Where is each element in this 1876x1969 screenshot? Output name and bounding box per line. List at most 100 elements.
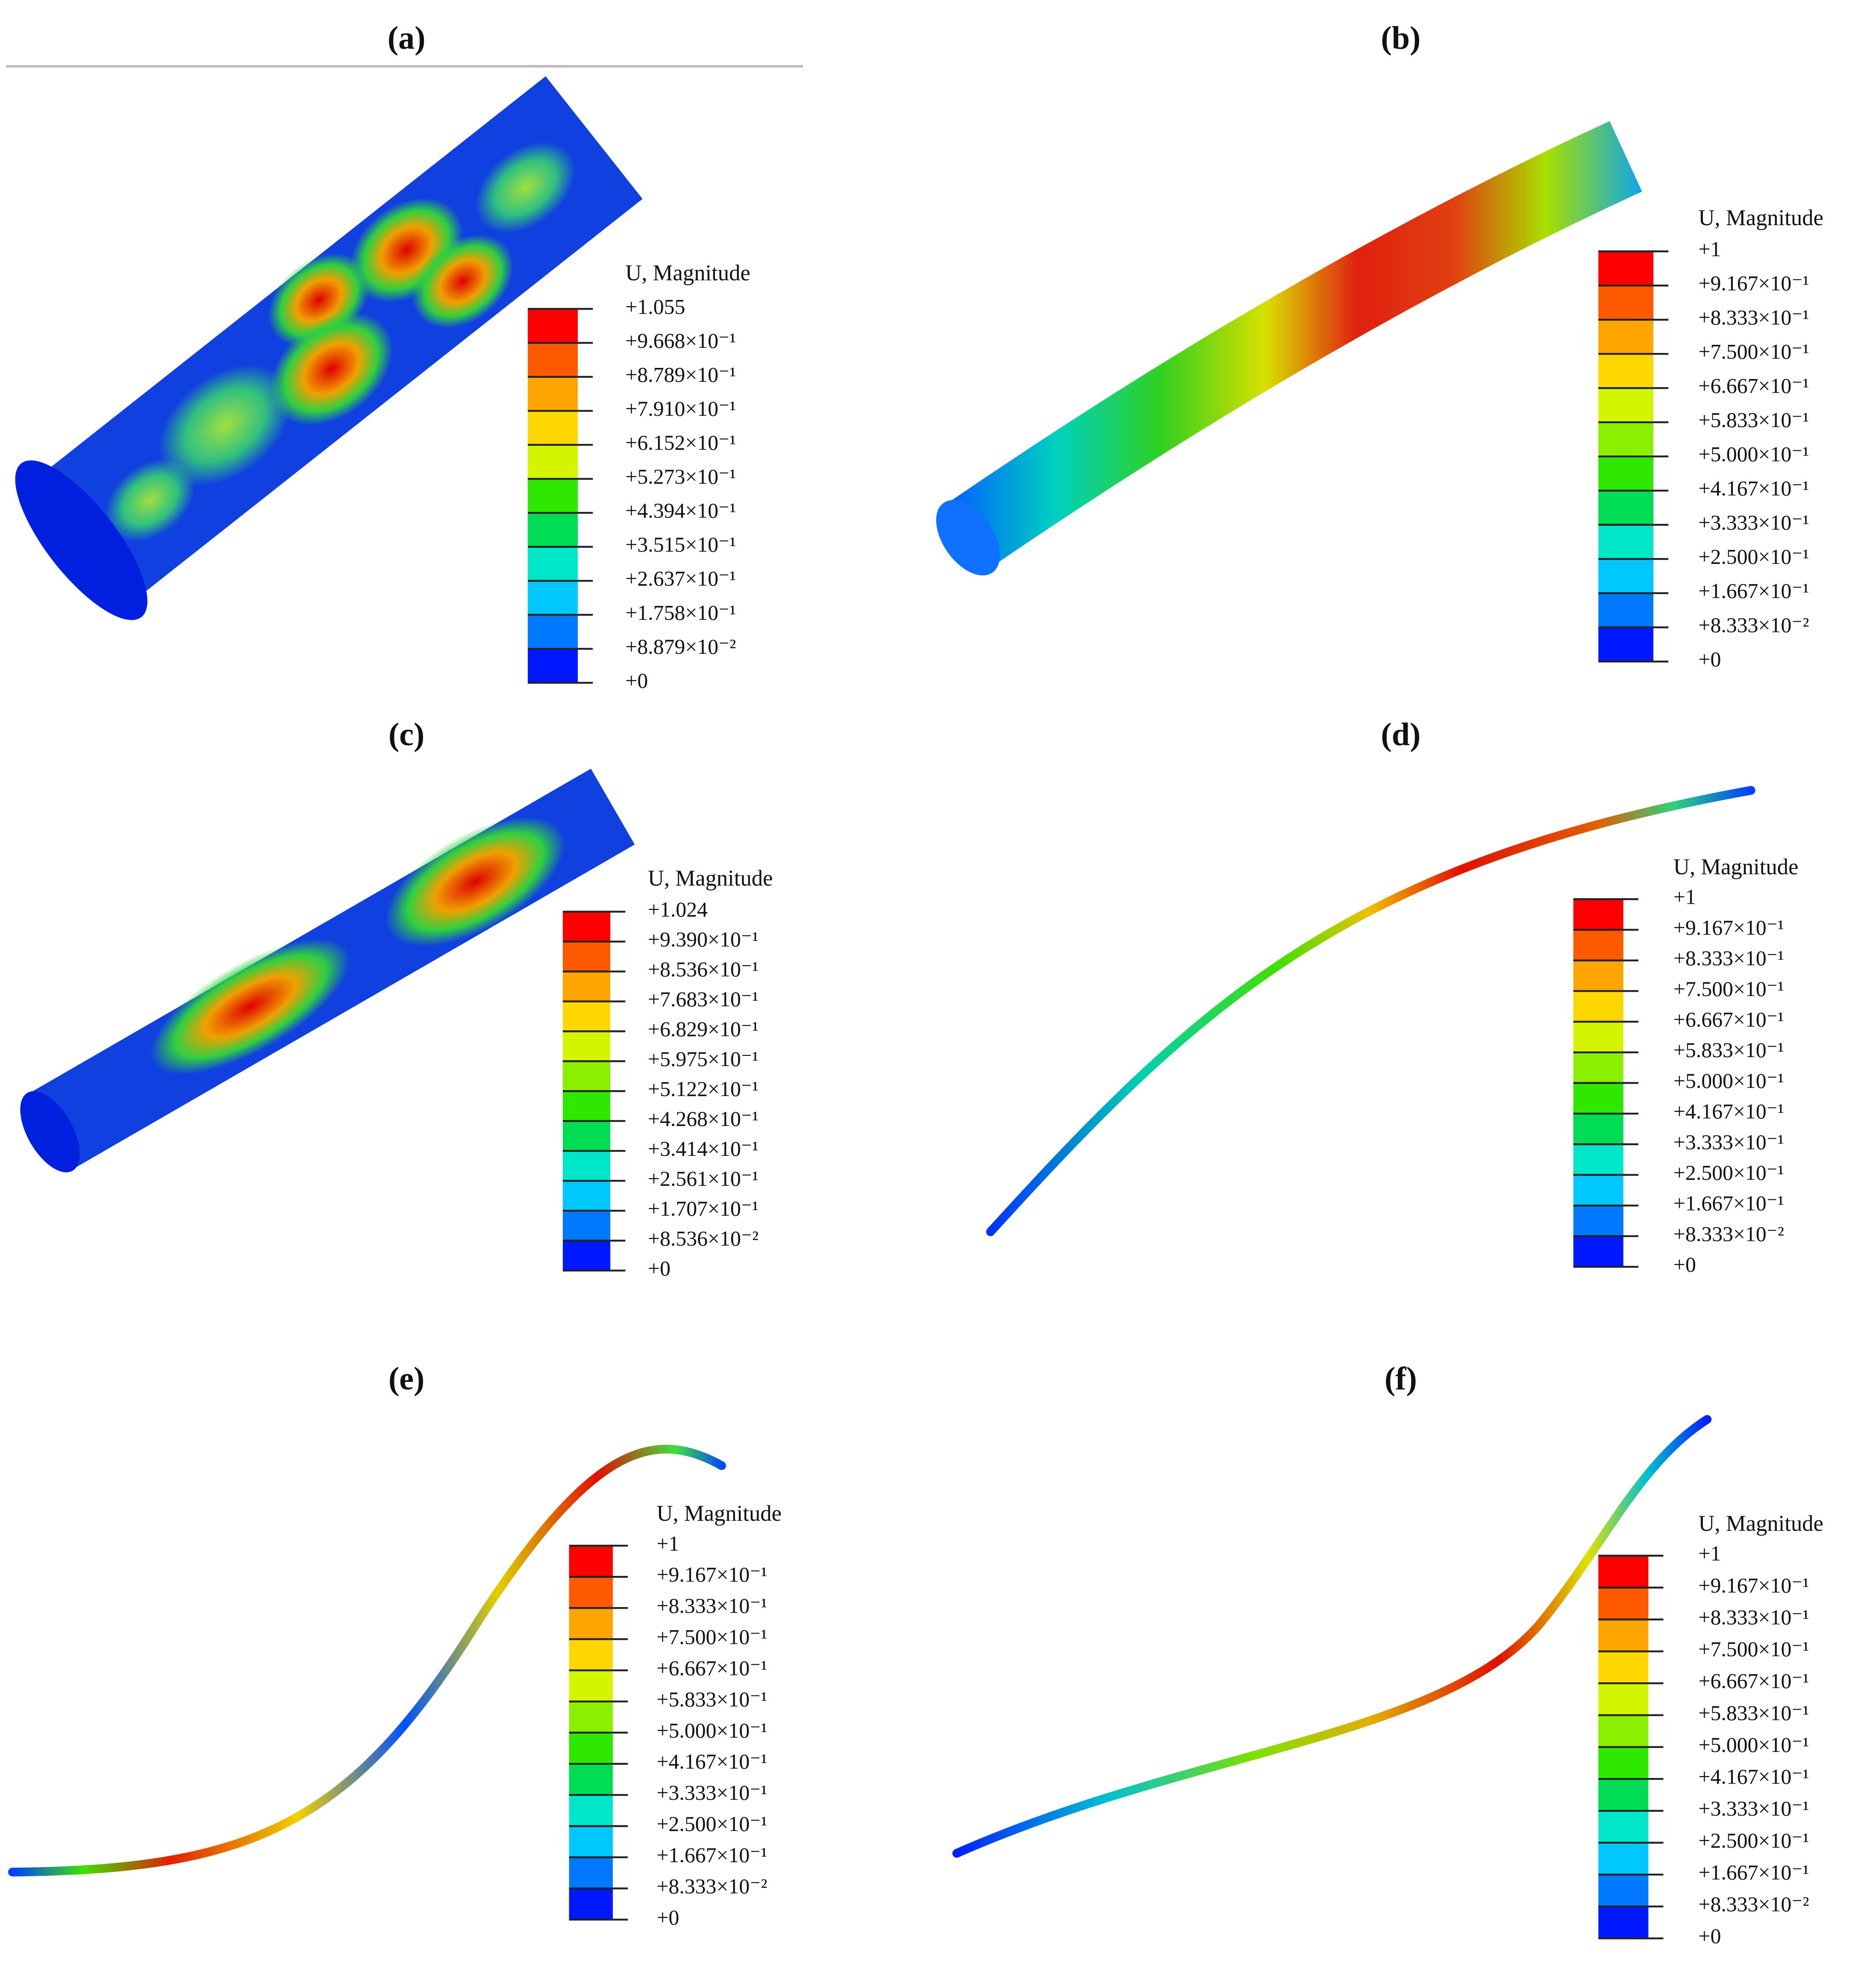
color-band <box>528 479 578 514</box>
color-band <box>1573 1114 1623 1145</box>
tick-label: +9.167×10⁻¹ <box>1698 1574 1809 1597</box>
color-band <box>563 941 611 972</box>
color-band <box>1598 1906 1649 1939</box>
tick-label: +7.500×10⁻¹ <box>1698 1637 1809 1661</box>
tick-label: +5.000×10⁻¹ <box>1698 1733 1809 1757</box>
color-band <box>569 1577 613 1609</box>
color-band <box>563 1061 611 1092</box>
tick-label: +5.000×10⁻¹ <box>657 1719 767 1742</box>
color-band <box>1598 1843 1649 1875</box>
tick-label: +7.910×10⁻¹ <box>625 397 736 420</box>
color-band <box>1598 1683 1649 1716</box>
tick-label: +0 <box>1698 1925 1721 1948</box>
tick-label: +4.394×10⁻¹ <box>625 499 736 523</box>
tick-label: +8.789×10⁻¹ <box>625 363 736 386</box>
panel-label: (d) <box>1381 717 1420 752</box>
tick-label: +1.667×10⁻¹ <box>1673 1192 1784 1215</box>
legend-title: U, Magnitude <box>648 866 773 890</box>
color-band <box>563 1031 611 1062</box>
color-band <box>569 1670 613 1702</box>
color-band <box>1598 1555 1649 1588</box>
tick-label: +6.829×10⁻¹ <box>648 1017 759 1041</box>
tick-label: +5.122×10⁻¹ <box>648 1077 759 1101</box>
tick-label: +0 <box>657 1906 679 1929</box>
color-band <box>528 547 578 582</box>
tick-label: +1.667×10⁻¹ <box>1698 579 1809 603</box>
tick-label: +0 <box>648 1257 670 1280</box>
legend-title: U, Magnitude <box>625 261 750 285</box>
color-band <box>569 1795 613 1827</box>
tick-label: +0 <box>1698 648 1721 671</box>
tick-label: +8.536×10⁻¹ <box>648 958 759 981</box>
color-band <box>563 1181 611 1211</box>
tick-label: +6.667×10⁻¹ <box>1673 1008 1784 1031</box>
color-band <box>1573 1205 1623 1237</box>
color-band <box>1598 320 1654 355</box>
tick-label: +2.500×10⁻¹ <box>1673 1161 1784 1184</box>
color-band <box>528 309 578 344</box>
color-band <box>569 1546 613 1578</box>
tick-label: +7.683×10⁻¹ <box>648 987 759 1011</box>
color-band <box>563 1151 611 1181</box>
tick-label: +1.667×10⁻¹ <box>1698 1860 1809 1884</box>
tick-label: +7.500×10⁻¹ <box>657 1625 767 1649</box>
color-band <box>563 1121 611 1152</box>
tick-label: +4.268×10⁻¹ <box>648 1107 759 1131</box>
tick-label: +8.333×10⁻¹ <box>1673 946 1784 970</box>
color-band <box>1598 251 1654 286</box>
color-band <box>528 445 578 480</box>
tick-label: +0 <box>625 669 648 692</box>
color-band <box>1598 456 1654 491</box>
color-band <box>1573 929 1623 961</box>
color-band <box>563 911 611 942</box>
tick-label: +8.879×10⁻² <box>625 635 736 658</box>
tick-label: +1.707×10⁻¹ <box>648 1197 759 1220</box>
color-band <box>528 411 578 446</box>
color-band <box>569 1639 613 1671</box>
tick-label: +5.833×10⁻¹ <box>1673 1038 1784 1062</box>
tick-label: +7.500×10⁻¹ <box>1698 340 1809 364</box>
tick-label: +1.758×10⁻¹ <box>625 601 736 624</box>
tick-label: +5.000×10⁻¹ <box>1698 443 1809 466</box>
color-band <box>1598 559 1654 594</box>
color-band <box>528 343 578 378</box>
color-band <box>1598 1747 1649 1780</box>
color-band <box>1573 1083 1623 1114</box>
tick-label: +3.333×10⁻¹ <box>1698 1797 1809 1820</box>
tick-label: +9.390×10⁻¹ <box>648 928 759 951</box>
color-band <box>1598 525 1654 560</box>
tick-label: +1 <box>657 1532 679 1555</box>
color-band <box>1598 1587 1649 1620</box>
color-band <box>1598 593 1654 628</box>
color-band <box>1573 1022 1623 1053</box>
tick-label: +6.667×10⁻¹ <box>1698 374 1809 398</box>
color-band <box>528 614 578 649</box>
model-a <box>15 76 643 620</box>
color-band <box>528 513 578 548</box>
tick-label: +6.667×10⁻¹ <box>657 1656 767 1680</box>
tick-label: +9.167×10⁻¹ <box>1698 272 1809 295</box>
tick-label: +8.333×10⁻² <box>1698 1893 1809 1916</box>
tick-label: +2.500×10⁻¹ <box>1698 1829 1809 1852</box>
tick-label: +5.833×10⁻¹ <box>1698 408 1809 432</box>
color-band <box>563 971 611 1002</box>
tick-label: +8.333×10⁻² <box>1698 614 1809 637</box>
color-band <box>569 1608 613 1640</box>
tick-label: +6.667×10⁻¹ <box>1698 1669 1809 1693</box>
tick-label: +1.055 <box>625 295 685 318</box>
color-band <box>528 649 578 684</box>
tick-label: +8.536×10⁻² <box>648 1227 759 1250</box>
color-band <box>563 1091 611 1122</box>
color-band <box>569 1857 613 1889</box>
color-band <box>569 1701 613 1734</box>
color-band <box>1598 388 1654 423</box>
tick-label: +1 <box>1698 238 1721 261</box>
tick-label: +9.167×10⁻¹ <box>657 1563 767 1587</box>
color-band <box>1598 1619 1649 1652</box>
panel-label: (f) <box>1385 1361 1417 1396</box>
color-band <box>569 1888 613 1920</box>
tick-label: +9.668×10⁻¹ <box>625 329 736 353</box>
tick-label: +0 <box>1673 1253 1696 1276</box>
model-f <box>952 1415 1712 1858</box>
tick-label: +5.273×10⁻¹ <box>625 465 736 488</box>
